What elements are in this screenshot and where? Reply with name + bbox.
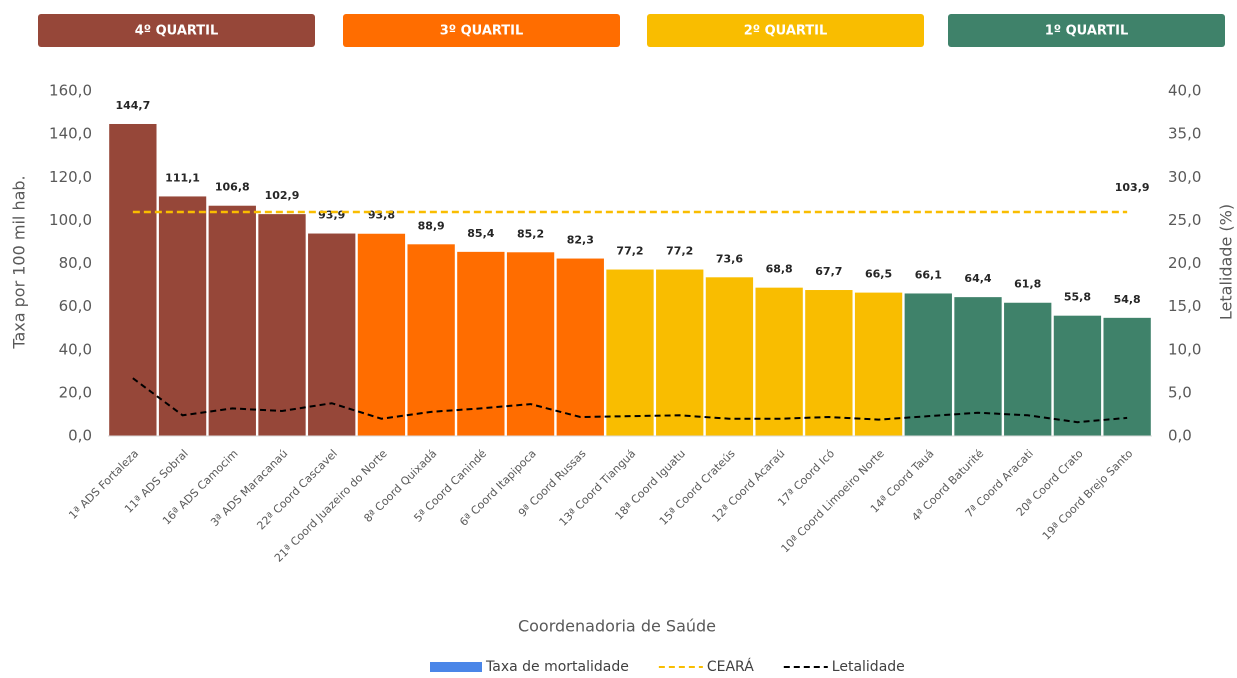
bar: [1053, 315, 1102, 436]
data-label: 66,1: [915, 268, 942, 281]
y-tick-label: 20,0: [59, 383, 92, 401]
data-label: 82,3: [567, 234, 594, 247]
bar: [1103, 317, 1151, 436]
bar: [755, 287, 803, 436]
data-label: 77,2: [666, 245, 693, 258]
bar: [258, 214, 306, 436]
y2-tick-label: 10,0: [1168, 340, 1201, 358]
legend-label: Taxa de mortalidade: [485, 659, 629, 675]
bar: [904, 293, 952, 436]
bar: [705, 277, 754, 436]
y2-tick-label: 35,0: [1168, 125, 1201, 143]
bar: [506, 252, 555, 436]
y-tick-label: 140,0: [49, 125, 92, 143]
quartile-box: [948, 14, 1225, 47]
data-label: 66,5: [865, 268, 892, 281]
y-tick-label: 60,0: [59, 297, 92, 315]
y-tick-label: 80,0: [59, 254, 92, 272]
data-label: 106,8: [215, 181, 250, 194]
data-label: 93,9: [318, 209, 345, 222]
quartile-box: [343, 14, 620, 47]
data-label: 144,7: [115, 99, 150, 112]
data-label: 67,7: [815, 265, 842, 278]
y-tick-label: 160,0: [49, 82, 92, 100]
bar: [656, 269, 704, 436]
y2-tick-label: 0,0: [1168, 427, 1192, 445]
data-label: 88,9: [418, 219, 445, 232]
bar: [158, 196, 207, 436]
y2-tick-label: 30,0: [1168, 168, 1201, 186]
bar: [357, 233, 406, 436]
y2-tick-label: 20,0: [1168, 254, 1201, 272]
bar: [606, 269, 654, 436]
y-tick-label: 0,0: [68, 427, 92, 445]
data-label: 64,4: [964, 272, 991, 285]
bar: [1004, 302, 1052, 436]
bar: [954, 297, 1002, 436]
bar: [556, 258, 604, 436]
data-label: 77,2: [616, 245, 643, 258]
data-label: 93,8: [368, 209, 395, 222]
x-axis-title: Coordenadoria de Saúde: [518, 617, 716, 636]
data-label: 85,2: [517, 227, 544, 240]
quartile-label: 3º QUARTIL: [440, 24, 524, 39]
reference-label: 103,9: [1115, 181, 1150, 194]
y2-tick-label: 25,0: [1168, 211, 1201, 229]
legend-label: Letalidade: [832, 659, 905, 675]
data-label: 61,8: [1014, 278, 1041, 291]
bar: [208, 205, 256, 436]
x-tick-label: 10ª Coord Limoeiro Norte: [779, 447, 887, 555]
bar: [854, 292, 903, 436]
data-label: 111,1: [165, 171, 200, 184]
line: [132, 377, 1128, 424]
x-tick-label: 19ª Coord Brejo Santo: [1040, 447, 1136, 543]
data-label: 102,9: [265, 189, 300, 202]
y2-tick-label: 15,0: [1168, 297, 1201, 315]
quartile-label: 2º QUARTIL: [744, 24, 828, 39]
bar: [407, 244, 455, 436]
quartile-box: [647, 14, 924, 47]
quartile-label: 1º QUARTIL: [1045, 24, 1129, 39]
y2-axis-title: Letalidade (%): [1217, 204, 1236, 320]
legend-label: CEARÁ: [707, 658, 754, 675]
data-label: 55,8: [1064, 291, 1091, 304]
y-axis-title: Taxa por 100 mil hab.: [10, 175, 29, 349]
data-label: 68,8: [766, 263, 793, 276]
y2-tick-label: 5,0: [1168, 383, 1192, 401]
quartile-box: [38, 14, 315, 47]
y-tick-label: 40,0: [59, 340, 92, 358]
bar: [805, 290, 853, 436]
y2-tick-label: 40,0: [1168, 82, 1201, 100]
y-tick-label: 120,0: [49, 168, 92, 186]
bar: [109, 123, 157, 436]
legend-swatch: [430, 662, 482, 672]
data-label: 85,4: [467, 227, 494, 240]
bar: [457, 251, 505, 436]
data-label: 54,8: [1114, 293, 1141, 306]
data-label: 73,6: [716, 252, 743, 265]
quartile-label: 4º QUARTIL: [135, 24, 219, 39]
y-tick-label: 100,0: [49, 211, 92, 229]
